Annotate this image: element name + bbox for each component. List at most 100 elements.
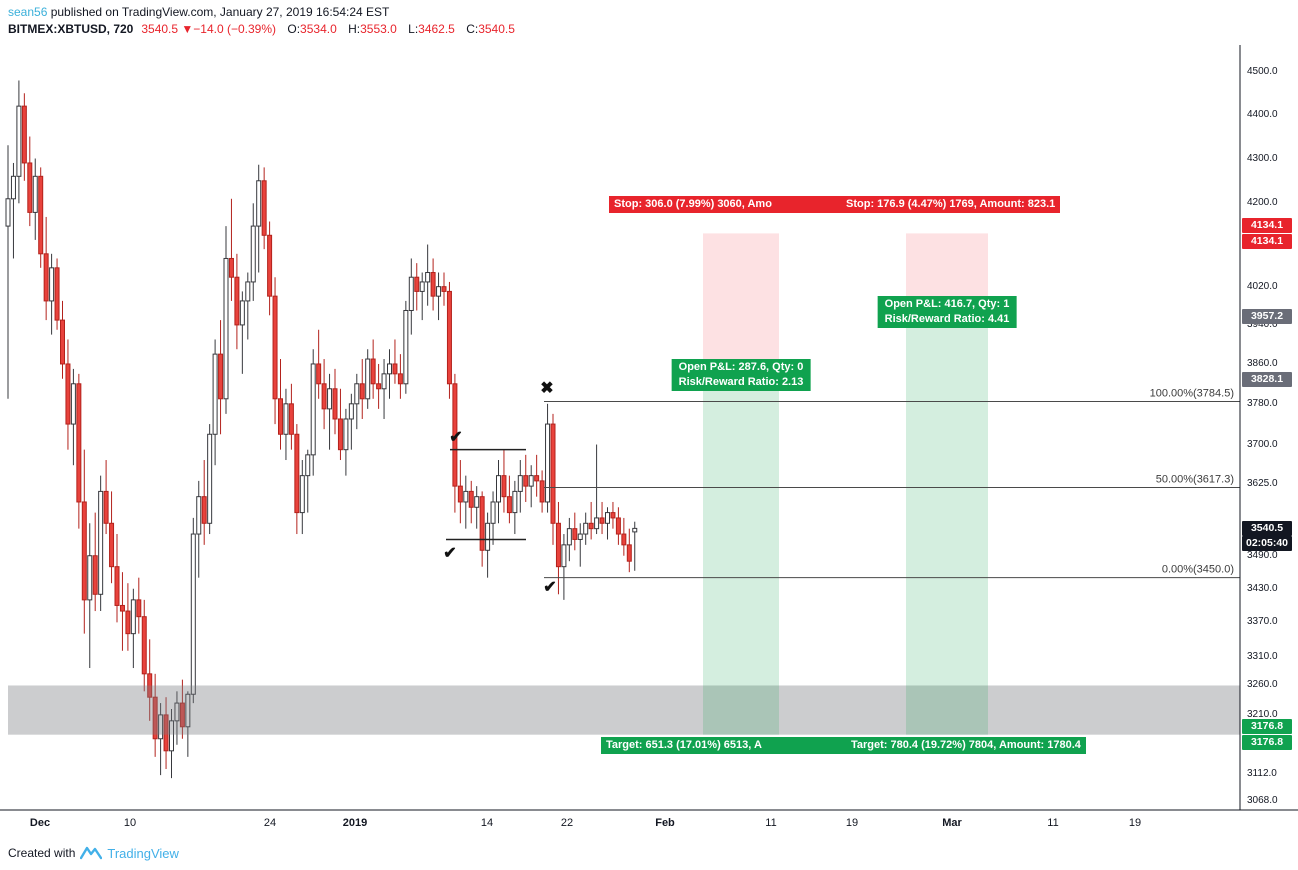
candle-body bbox=[223, 257, 229, 400]
candle-body bbox=[125, 610, 131, 635]
candle-body bbox=[463, 490, 469, 503]
fib-level-label: 0.00%(3450.0) bbox=[1162, 564, 1234, 576]
candle-body bbox=[452, 383, 458, 487]
candle-body bbox=[534, 475, 540, 482]
byline-text: published on TradingView.com, January 27… bbox=[47, 5, 390, 19]
candle-body bbox=[136, 599, 142, 618]
candle-body bbox=[32, 175, 38, 213]
candle-body bbox=[365, 358, 371, 400]
candle-body bbox=[626, 544, 632, 562]
candle-body bbox=[474, 496, 480, 508]
candle-body bbox=[594, 517, 600, 530]
candle-body bbox=[250, 225, 256, 283]
candle-body bbox=[76, 383, 82, 503]
candle-body bbox=[408, 276, 414, 311]
gray-zone-band[interactable] bbox=[8, 685, 1240, 735]
attribution: Created with TradingView bbox=[8, 845, 179, 861]
candle-body bbox=[545, 423, 551, 503]
candle-body bbox=[179, 702, 185, 728]
tradingview-brand-link[interactable]: TradingView bbox=[107, 845, 179, 861]
stop-label[interactable]: Stop: 306.0 (7.99%) 3060, Amo bbox=[609, 196, 841, 214]
low-label: L: bbox=[408, 22, 419, 36]
open-pnl-label[interactable]: Open P&L: 416.7, Qty: 1 Risk/Reward Ratio… bbox=[877, 295, 1017, 328]
candle-body bbox=[572, 528, 578, 540]
close-value: 3540.5 bbox=[478, 22, 515, 36]
stop-loss-zone[interactable] bbox=[703, 233, 779, 380]
open-label: O: bbox=[287, 22, 301, 36]
candle-body bbox=[632, 527, 638, 533]
candle-body bbox=[490, 501, 496, 524]
candle-body bbox=[27, 162, 33, 213]
candle-body bbox=[119, 604, 125, 612]
open-pnl-line: Open P&L: 416.7, Qty: 1 bbox=[884, 297, 1010, 310]
target-label[interactable]: Target: 780.4 (19.72%) 7804, Amount: 178… bbox=[846, 736, 1086, 754]
fib-level-label: 100.00%(3784.5) bbox=[1150, 388, 1234, 400]
close-label: C: bbox=[466, 22, 479, 36]
candle-body bbox=[441, 286, 447, 292]
target-label[interactable]: Target: 651.3 (17.01%) 6513, A bbox=[601, 736, 846, 754]
candle-body bbox=[92, 555, 98, 595]
check-mark[interactable]: ✔ bbox=[443, 545, 456, 562]
risk-reward-line: Risk/Reward Ratio: 4.41 bbox=[884, 312, 1010, 325]
candle-body bbox=[392, 363, 398, 375]
candle-body bbox=[185, 693, 191, 728]
candle-body bbox=[163, 714, 169, 752]
candle-body bbox=[81, 501, 87, 601]
candle-body bbox=[272, 295, 278, 400]
candle-body bbox=[610, 512, 616, 519]
candle-body bbox=[49, 267, 55, 302]
cross-mark[interactable]: ✖ bbox=[540, 380, 553, 397]
candle-body bbox=[228, 257, 234, 278]
candle-body bbox=[583, 522, 589, 535]
created-with-text: Created with bbox=[8, 846, 76, 860]
candle-body bbox=[43, 253, 49, 302]
candle-body bbox=[147, 673, 153, 698]
candle-body bbox=[337, 418, 343, 451]
candle-body bbox=[605, 512, 610, 524]
check-mark[interactable]: ✔ bbox=[449, 429, 462, 446]
candle-body bbox=[381, 373, 387, 390]
candle-body bbox=[239, 300, 245, 326]
candle-body bbox=[419, 281, 425, 292]
username-link[interactable]: sean56 bbox=[8, 5, 48, 19]
change-arrow-icon: ▼ bbox=[181, 22, 194, 36]
high-value: 3553.0 bbox=[360, 22, 397, 36]
take-profit-zone[interactable] bbox=[703, 379, 779, 735]
candle-body bbox=[158, 714, 164, 740]
candle-body bbox=[60, 319, 65, 365]
candle-body bbox=[152, 696, 158, 740]
candle-body bbox=[425, 272, 431, 283]
candle-body bbox=[201, 496, 207, 524]
candle-body bbox=[523, 475, 529, 487]
candle-body bbox=[207, 433, 213, 524]
check-mark[interactable]: ✔ bbox=[543, 579, 556, 596]
last-price: 3540.5 bbox=[141, 22, 179, 36]
candle-body bbox=[70, 383, 76, 425]
open-value: 3534.0 bbox=[300, 22, 337, 36]
candle-body bbox=[288, 403, 294, 435]
take-profit-zone[interactable] bbox=[906, 316, 988, 735]
candle-body bbox=[174, 702, 180, 722]
change-value: −14.0 (−0.39%) bbox=[193, 22, 277, 36]
candle-body bbox=[98, 490, 104, 595]
candle-body bbox=[512, 490, 518, 514]
candle-body bbox=[114, 566, 120, 606]
candle-body bbox=[436, 286, 442, 297]
fib-level-label: 50.00%(3617.3) bbox=[1156, 474, 1234, 486]
candle-body bbox=[261, 180, 267, 236]
candle-body bbox=[327, 388, 333, 410]
open-pnl-label[interactable]: Open P&L: 287.6, Qty: 0 Risk/Reward Ratio… bbox=[671, 358, 811, 391]
candle-body bbox=[169, 720, 174, 752]
candle-body bbox=[354, 383, 360, 405]
risk-reward-line: Risk/Reward Ratio: 2.13 bbox=[678, 375, 804, 388]
open-pnl-line: Open P&L: 287.6, Qty: 0 bbox=[678, 360, 804, 373]
tradingview-logo-icon[interactable] bbox=[80, 845, 103, 861]
candle-body bbox=[190, 533, 196, 695]
candle-body bbox=[141, 616, 147, 675]
candle-body bbox=[588, 522, 594, 530]
candle-body bbox=[599, 517, 605, 524]
stop-label[interactable]: Stop: 176.9 (4.47%) 1769, Amount: 823.1 bbox=[841, 196, 1061, 214]
candle-body bbox=[387, 363, 392, 375]
